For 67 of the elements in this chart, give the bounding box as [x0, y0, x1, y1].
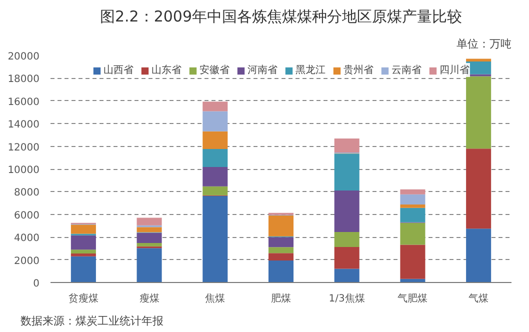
- y-tick-label: 8000: [14, 188, 40, 199]
- chart-title: 图2.2：2009年中国各炼焦煤煤种分地区原煤产量比较: [100, 8, 462, 26]
- x-tick-label: 肥煤: [271, 292, 291, 304]
- bar: [268, 237, 294, 248]
- x-tick-label: 贫瘦煤: [68, 292, 98, 304]
- y-tick-label: 6000: [14, 210, 40, 222]
- bar: [466, 228, 492, 282]
- y-tick-label: 0: [33, 278, 40, 290]
- bar: [202, 166, 228, 186]
- bar: [202, 186, 228, 196]
- bar: [400, 194, 426, 205]
- bar: [136, 227, 162, 232]
- bar: [268, 253, 294, 260]
- legend-label: 安徽省: [200, 64, 230, 77]
- bar: [202, 196, 228, 282]
- bar: [70, 254, 96, 256]
- x-tick-label: 气肥煤: [398, 292, 428, 304]
- legend-label: 山东省: [152, 64, 182, 77]
- bar: [136, 248, 162, 282]
- bar: [334, 190, 360, 232]
- bar: [70, 256, 96, 282]
- y-tick-label: 4000: [14, 233, 40, 244]
- bar: [202, 102, 228, 112]
- bar: [202, 149, 228, 167]
- y-tick-label: 18000: [8, 74, 40, 86]
- bar: [268, 247, 294, 254]
- y-tick-label: 20000: [8, 52, 40, 62]
- legend-label: 四川省: [440, 64, 470, 77]
- bar: [400, 189, 426, 194]
- y-tick-label: 2000: [14, 256, 40, 267]
- bar: [334, 138, 360, 153]
- bar: [400, 204, 426, 208]
- y-tick-label: 12000: [8, 142, 40, 154]
- bar: [334, 154, 360, 190]
- legend-label: 山西省: [104, 64, 134, 77]
- bar: [400, 208, 426, 222]
- y-tick-label: 14000: [8, 120, 40, 131]
- bar: [268, 216, 294, 236]
- bar: [70, 250, 96, 254]
- bar: [334, 246, 360, 269]
- x-tick-label: 瘦煤: [139, 292, 160, 304]
- bar: [70, 224, 96, 234]
- bar: [136, 243, 162, 246]
- bar: [202, 111, 228, 132]
- bar: [400, 244, 426, 279]
- bar: [202, 131, 228, 150]
- legend-label: 贵州省: [344, 64, 374, 77]
- bar: [70, 235, 96, 250]
- bar: [466, 58, 492, 62]
- x-tick-label: 焦煤: [205, 292, 226, 304]
- bar: [466, 76, 492, 149]
- bar: [466, 148, 492, 229]
- legend-label: 黑龙江: [296, 64, 326, 77]
- bar: [268, 260, 294, 282]
- bar: [136, 218, 162, 226]
- source-note: 数据来源：煤炭工业统计年报: [20, 314, 164, 328]
- bar: [334, 268, 360, 282]
- x-tick-label: 气煤: [468, 292, 489, 304]
- bar: [334, 232, 360, 247]
- y-axis-title: 单位：万吨: [456, 38, 512, 50]
- y-tick-label: 10000: [8, 165, 40, 176]
- legend-label: 河南省: [248, 64, 278, 77]
- y-tick-label: 16000: [8, 96, 40, 108]
- bar: [136, 232, 162, 243]
- bar: [400, 222, 426, 245]
- x-tick-label: 1/3焦煤: [328, 292, 365, 304]
- legend-label: 云南省: [392, 64, 422, 77]
